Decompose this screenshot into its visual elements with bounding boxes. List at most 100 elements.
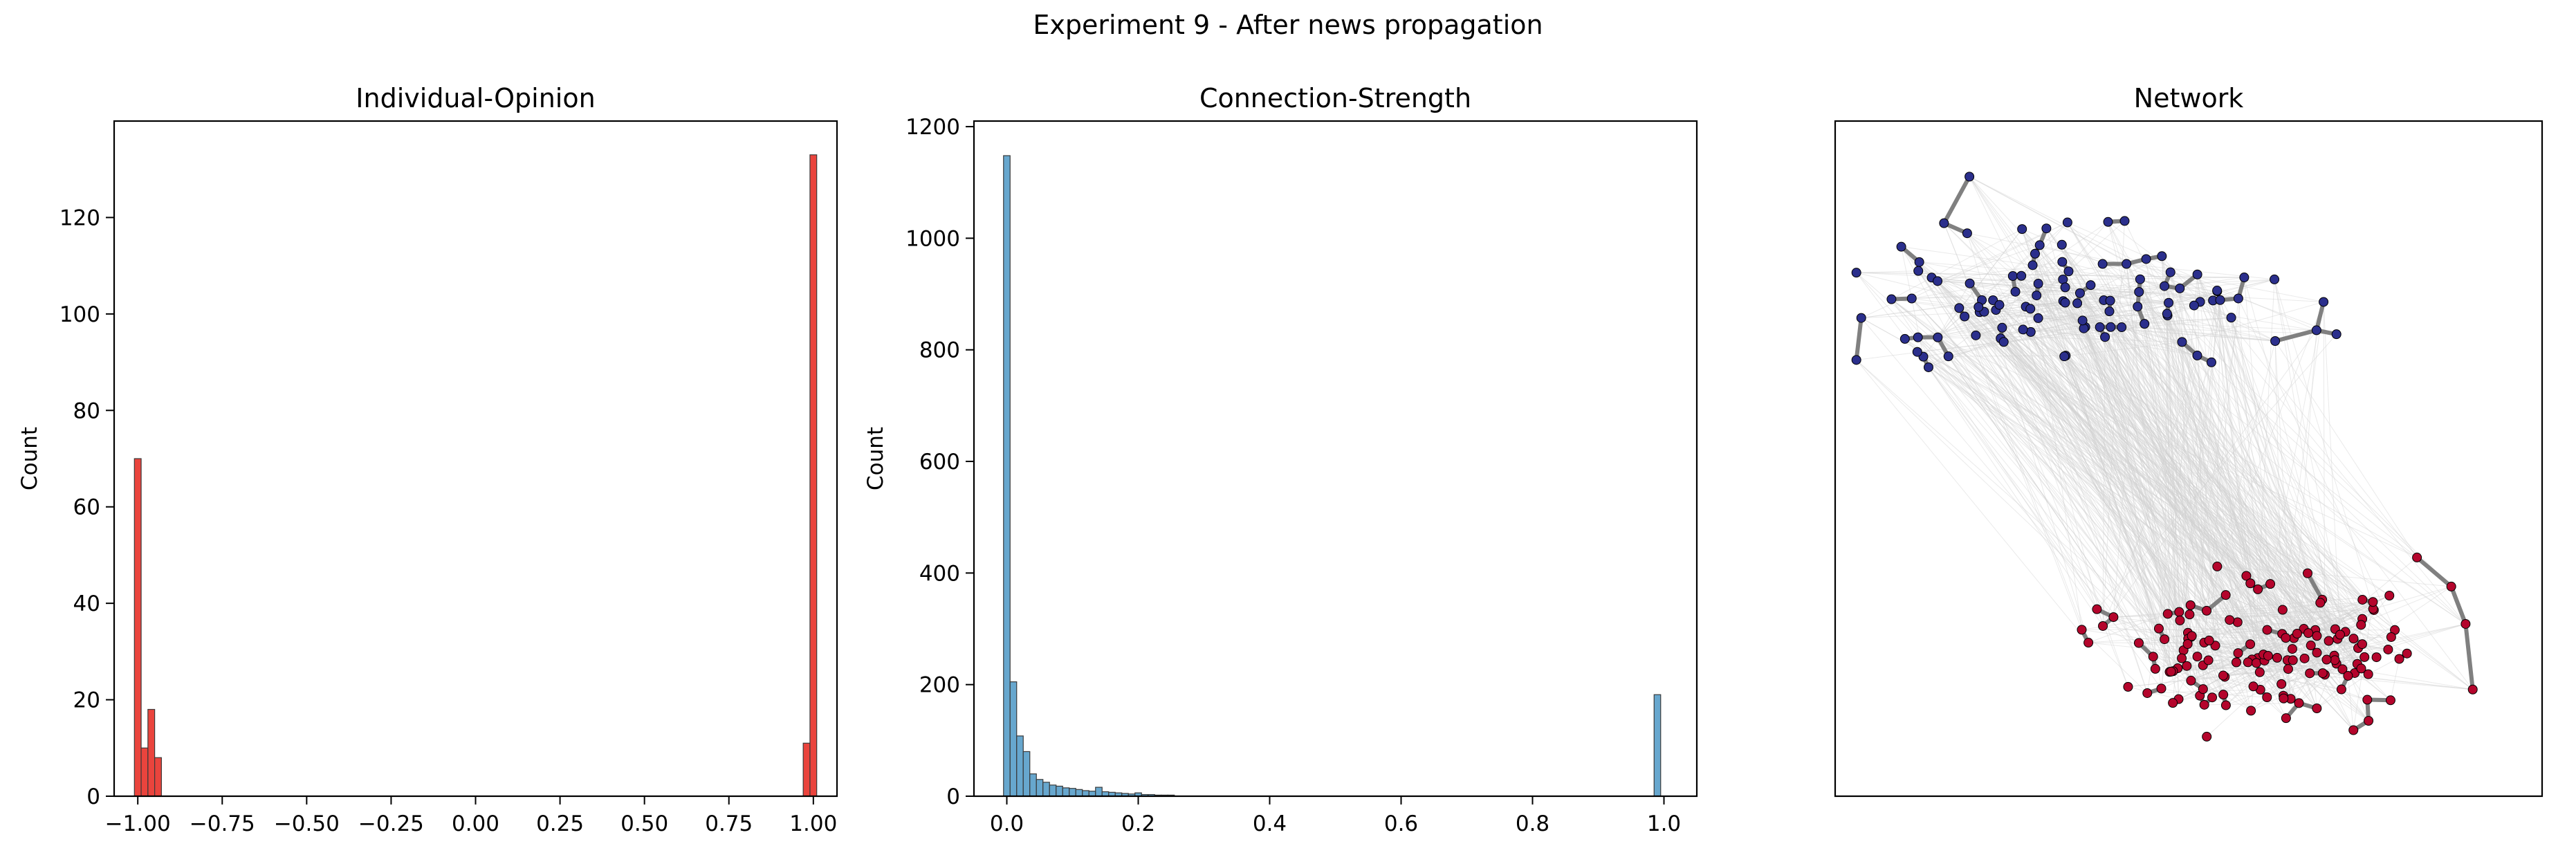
network-node (2182, 661, 2192, 671)
weak-edge (2045, 228, 2321, 603)
weak-edge (2257, 599, 2323, 659)
weak-edge (2173, 623, 2466, 704)
weak-edge (1964, 316, 2198, 657)
weak-edge (2177, 290, 2218, 669)
weak-edge (2197, 274, 2205, 705)
network-node (1974, 302, 1984, 312)
weak-edge (2090, 284, 2214, 301)
weak-edge (2217, 566, 2308, 574)
network-node (2187, 631, 2197, 641)
network-node (2153, 623, 2164, 634)
network-node (2060, 282, 2070, 293)
weak-edge (1996, 279, 2063, 311)
weak-edge (1984, 311, 2418, 558)
weak-edge (2036, 279, 2063, 296)
weak-edge (1964, 316, 2362, 625)
network-node (2184, 609, 2195, 620)
weak-edge (2124, 221, 2337, 664)
nodes-positive-opinion (2077, 552, 2478, 742)
weak-edge (2220, 300, 2309, 634)
weak-edge (2161, 274, 2198, 689)
weak-edge (2113, 355, 2198, 618)
weak-edge (2204, 576, 2247, 643)
weak-edge (2102, 221, 2125, 626)
weak-edge (2034, 253, 2257, 663)
weak-edge (2109, 311, 2286, 638)
weak-edge (2038, 261, 2063, 319)
weak-edge (1923, 356, 2264, 655)
network-node (2248, 681, 2258, 692)
network-node (2103, 217, 2113, 227)
weak-edge (2200, 302, 2369, 721)
weak-edge (2023, 329, 2312, 646)
network-node (1994, 300, 2005, 310)
weak-edge (1958, 307, 2326, 675)
weak-edge (1965, 316, 2198, 356)
network-node (2063, 266, 2074, 277)
weak-edge (2099, 327, 2169, 614)
weak-edge (1938, 245, 2041, 338)
weak-edge (2085, 327, 2276, 342)
weak-edge (1938, 337, 2310, 674)
weak-edge (2197, 274, 2362, 625)
weak-edge (2180, 288, 2238, 299)
weak-edge (2138, 291, 2294, 661)
histogram-bar (1056, 785, 1063, 797)
weak-edge (1979, 283, 2039, 313)
strong-edge (2273, 328, 2319, 343)
weak-edge (2065, 287, 2184, 651)
weak-edge (2036, 295, 2288, 661)
weak-edge (1978, 306, 2317, 636)
weak-edge (2229, 601, 2373, 620)
weak-edge (2197, 355, 2308, 573)
weak-edge (2030, 331, 2466, 625)
weak-edge (1969, 176, 2317, 709)
weak-edge (2181, 342, 2265, 661)
network-node (2331, 329, 2342, 340)
weak-edge (2212, 300, 2267, 698)
weak-edge (2339, 634, 2355, 674)
weak-edge (1861, 302, 2169, 319)
x-tick-label: 0.50 (620, 811, 668, 836)
weak-edge (1979, 311, 2283, 634)
weak-edge (2173, 670, 2261, 690)
network-node (2202, 605, 2212, 616)
weak-edge (2065, 287, 2252, 711)
weak-edge (2390, 659, 2400, 701)
weak-edge (2209, 640, 2224, 695)
weak-edge (2015, 291, 2104, 627)
weak-edge (1917, 317, 2232, 353)
weak-edge (2113, 616, 2165, 640)
weak-edge (2144, 323, 2316, 630)
weak-edge (1995, 309, 2169, 614)
weak-edge (1992, 300, 2213, 698)
weak-edge (1948, 356, 2154, 657)
weak-edge (2023, 317, 2232, 330)
weak-edge (1917, 270, 2191, 681)
network-graph: Network (1834, 83, 2543, 798)
network-node (2148, 652, 2158, 662)
weak-edge (1984, 311, 2299, 704)
weak-edge (1978, 306, 2362, 625)
histogram-bar (809, 154, 818, 797)
weak-edge (2209, 582, 2251, 641)
weak-edge (2012, 275, 2329, 641)
weak-edge (2079, 293, 2291, 699)
weak-edge (2341, 632, 2346, 690)
weak-edge (2034, 253, 2170, 672)
network-node (2446, 581, 2456, 591)
weak-edge (2062, 279, 2207, 612)
weak-edge (1928, 367, 2104, 627)
weak-edge (2191, 629, 2267, 638)
network-node (2321, 654, 2332, 665)
histogram-bar (1036, 779, 1044, 797)
network-node (2233, 648, 2243, 659)
weak-edge (1917, 337, 2238, 654)
weak-edge (2103, 300, 2162, 689)
weak-edge (1901, 246, 2341, 635)
y-tick-label: 0 (86, 784, 100, 809)
network-node (2160, 281, 2170, 291)
weak-edge (2000, 338, 2284, 699)
network-node (2156, 683, 2166, 694)
weak-edge (2034, 253, 2358, 665)
